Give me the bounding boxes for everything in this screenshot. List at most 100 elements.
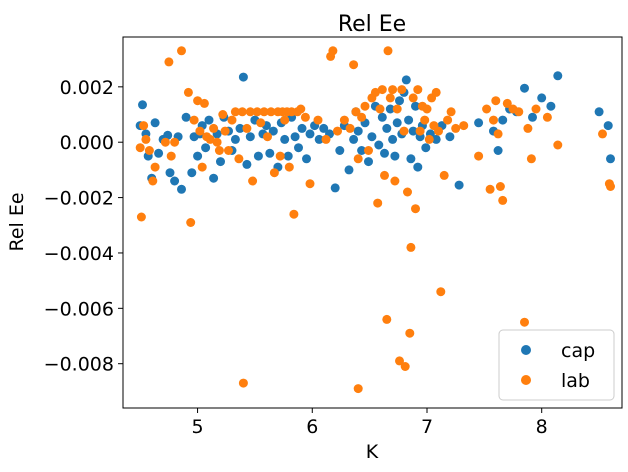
data-point-lab [234,154,244,164]
chart-title: Rel Ee [338,12,406,37]
data-point-lab [385,93,395,103]
data-point-cap [388,134,398,144]
data-point-cap [305,129,315,139]
data-point-lab [177,46,186,56]
data-point-lab [259,107,269,117]
data-point-cap [537,93,547,103]
data-point-lab [263,132,272,142]
data-point-lab [382,314,392,324]
data-point-cap [165,168,175,178]
data-point-cap [445,132,455,142]
data-point-lab [300,112,310,122]
data-point-cap [235,123,245,133]
data-point-cap [187,168,197,178]
data-point-lab [415,126,425,136]
data-point-lab [395,356,404,366]
data-point-lab [289,209,299,219]
data-point-cap [170,176,180,186]
legend-marker-cap [521,345,531,355]
legend: cap lab [498,329,615,401]
data-point-lab [238,378,248,388]
data-point-cap [193,151,203,161]
data-point-lab [195,126,205,136]
data-point-lab [284,162,294,172]
x-tick-label: 5 [192,416,204,438]
data-point-lab [345,123,355,133]
data-point-lab [209,123,219,133]
legend-label-lab: lab [561,370,590,392]
data-point-lab [275,151,285,161]
data-point-cap [406,154,416,164]
y-axis: −0.008 −0.006 −0.004 −0.002 0.000 0.002 [44,77,123,376]
data-point-lab [357,112,367,122]
data-point-lab [523,123,533,133]
data-point-lab [491,96,501,106]
data-point-lab [170,137,180,147]
data-point-cap [314,134,324,144]
data-point-lab [321,134,331,144]
data-point-lab [135,143,145,153]
data-point-lab [349,60,359,70]
data-point-cap [553,71,563,81]
data-point-cap [204,115,214,125]
data-point-lab [388,85,398,95]
data-point-lab [360,101,370,111]
data-point-lab [598,129,607,139]
data-point-lab [495,182,505,191]
data-point-cap [392,118,402,128]
data-point-lab [493,129,503,139]
data-point-cap [520,83,529,93]
data-point-cap [302,154,311,164]
data-point-lab [144,146,154,155]
data-point-lab [420,115,430,125]
data-point-lab [164,57,174,67]
y-tick-label: −0.002 [44,188,114,210]
data-point-cap [353,126,363,136]
data-point-lab [399,126,409,136]
y-tick-label: −0.006 [44,298,114,320]
data-point-lab [422,104,432,114]
data-point-lab [245,107,255,117]
data-point-lab [305,179,315,189]
data-point-lab [351,107,361,117]
data-point-cap [364,157,373,167]
data-point-cap [330,183,340,193]
data-point-cap [411,101,420,111]
data-point-cap [474,118,484,128]
data-point-cap [493,146,503,155]
data-point-lab [451,123,461,133]
data-point-lab [424,134,434,144]
plot-area [135,46,615,394]
data-point-lab [436,287,446,297]
data-point-lab [489,115,498,125]
legend-label-cap: cap [561,340,595,362]
data-point-lab [150,162,160,172]
data-point-cap [385,104,395,114]
data-point-lab [242,123,252,133]
data-point-lab [160,137,170,147]
data-point-cap [163,130,173,140]
data-point-lab [212,137,222,147]
data-point-cap [431,134,441,144]
data-point-lab [186,218,196,227]
data-point-cap [253,151,263,161]
data-point-lab [280,115,290,125]
data-point-lab [377,85,387,95]
data-point-lab [214,146,224,155]
y-tick-label: 0.002 [60,77,114,99]
data-point-cap [242,159,252,169]
data-point-cap [297,123,307,133]
data-point-lab [431,87,441,97]
data-point-cap [594,107,604,117]
data-point-cap [367,132,377,142]
x-axis: 5 6 7 8 [192,408,548,438]
data-point-lab [397,85,407,95]
data-point-cap [408,126,418,136]
data-point-cap [498,115,508,125]
legend-box [498,329,615,401]
data-point-lab [531,104,541,114]
data-point-cap [230,134,240,144]
data-point-cap [138,100,147,110]
data-point-lab [218,110,228,119]
